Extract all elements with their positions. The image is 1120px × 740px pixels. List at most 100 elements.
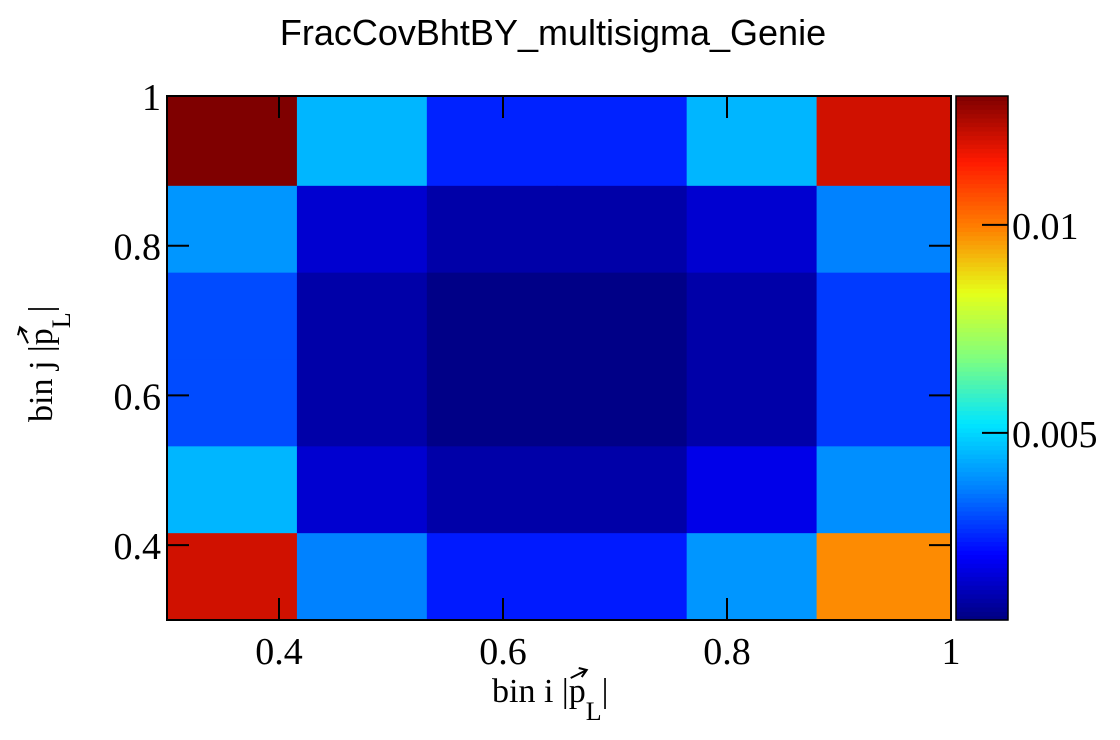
color-scale-band [956, 475, 1008, 481]
color-scale-band [956, 292, 1008, 298]
chart-title: FracCovBhtBY_multisigma_Genie [279, 12, 827, 53]
plot-frame [166, 95, 952, 621]
color-scale-band [956, 327, 1008, 333]
vector-arrow-icon [570, 667, 589, 679]
color-scale-band [956, 362, 1008, 368]
color-scale-band [956, 314, 1008, 320]
color-scale-band [956, 117, 1008, 123]
color-scale-band [956, 550, 1008, 556]
axis-title-symbol: p [569, 673, 586, 710]
color-scale-band [956, 502, 1008, 508]
color-scale-band [956, 301, 1008, 307]
heatmap-cell [686, 533, 818, 621]
color-scale-band [956, 462, 1008, 468]
heatmap-cell [556, 533, 688, 621]
color-scale-band [956, 96, 1008, 101]
color-scale-band [956, 122, 1008, 128]
color-scale-band [956, 266, 1008, 272]
axis-title-text: bin j |pL| [23, 306, 76, 422]
color-scale-band [956, 440, 1008, 446]
color-scale-band [956, 371, 1008, 377]
axis-title-text: bin i |pL| [492, 673, 608, 726]
color-scale-band [956, 196, 1008, 202]
x-tick-label: 0.4 [255, 631, 303, 673]
axis-title-prefix: bin j | [23, 345, 60, 422]
color-scale-band [956, 541, 1008, 547]
heatmap-cell [426, 446, 558, 534]
color-scale-band [956, 279, 1008, 285]
color-scale-band [956, 275, 1008, 280]
vector-arrow-icon [17, 325, 29, 344]
color-scale-band [956, 288, 1008, 294]
color-scale-band [956, 419, 1008, 425]
color-scale-band [956, 427, 1008, 433]
color-scale-band [956, 157, 1008, 163]
color-scale-band [956, 606, 1008, 612]
y-tick-label: 0.6 [114, 376, 162, 418]
color-scale-band [956, 410, 1008, 416]
color-scale-band [956, 454, 1008, 460]
heatmap-cell [296, 272, 428, 361]
color-scale-band [956, 432, 1008, 438]
x-tick-label: 0.8 [703, 631, 751, 673]
color-scale-band [956, 537, 1008, 542]
heatmap-cell [296, 185, 428, 274]
x-tick-label: 1 [942, 631, 961, 673]
heatmap-cell [296, 96, 428, 187]
color-scale-band [956, 187, 1008, 193]
color-scale-band [956, 152, 1008, 158]
heatmap-cell [556, 359, 688, 447]
color-scale-band [956, 445, 1008, 451]
color-scale-band [956, 585, 1008, 591]
color-scale-band [956, 366, 1008, 372]
heatmap-cell [556, 272, 688, 361]
heatmap-cell [556, 96, 688, 187]
color-scale-band [956, 231, 1008, 237]
heatmap-cell [426, 272, 558, 361]
color-scale-band [956, 209, 1008, 215]
color-scale-band [956, 344, 1008, 350]
color-scale-band [956, 218, 1008, 224]
axis-title-subscript: L [586, 697, 602, 726]
heatmap-cell [686, 96, 818, 187]
heatmap-cell [816, 272, 952, 361]
axis-title-symbol: p [23, 328, 60, 345]
color-scale-band [956, 497, 1008, 503]
heatmap-cell [556, 185, 688, 274]
color-scale-band [956, 554, 1008, 560]
color-scale-band [956, 135, 1008, 141]
color-scale-band [956, 480, 1008, 486]
color-scale-band [956, 375, 1008, 381]
color-scale-band [956, 436, 1008, 442]
color-scale-band [956, 336, 1008, 342]
color-scale-band [956, 558, 1008, 564]
color-scale-band [956, 589, 1008, 595]
color-scale-band [956, 305, 1008, 311]
y-tick-label: 1 [142, 77, 161, 119]
heatmap-cell [296, 446, 428, 534]
color-scale-label: 0.01 [1012, 206, 1079, 248]
color-scale-band [956, 244, 1008, 250]
color-scale-band [956, 423, 1008, 429]
y-axis-title: bin j |pL| [17, 306, 76, 422]
color-scale-band [956, 384, 1008, 390]
axis-title-suffix: | [602, 673, 609, 710]
color-scale-band [956, 161, 1008, 167]
color-scale-band [956, 545, 1008, 551]
color-scale-band [956, 571, 1008, 577]
heatmap-cells [167, 96, 952, 621]
color-scale-band [956, 506, 1008, 512]
color-scale-band [956, 174, 1008, 180]
color-scale-band [956, 563, 1008, 569]
heatmap-cell [426, 185, 558, 274]
color-scale-band [956, 598, 1008, 604]
color-scale-band [956, 113, 1008, 119]
color-scale-band [956, 510, 1008, 516]
heatmap-cell [426, 533, 558, 621]
color-scale-band [956, 471, 1008, 477]
color-scale-band [956, 489, 1008, 494]
color-scale-band [956, 611, 1008, 617]
color-scale-band [956, 528, 1008, 534]
color-scale-band [956, 248, 1008, 254]
